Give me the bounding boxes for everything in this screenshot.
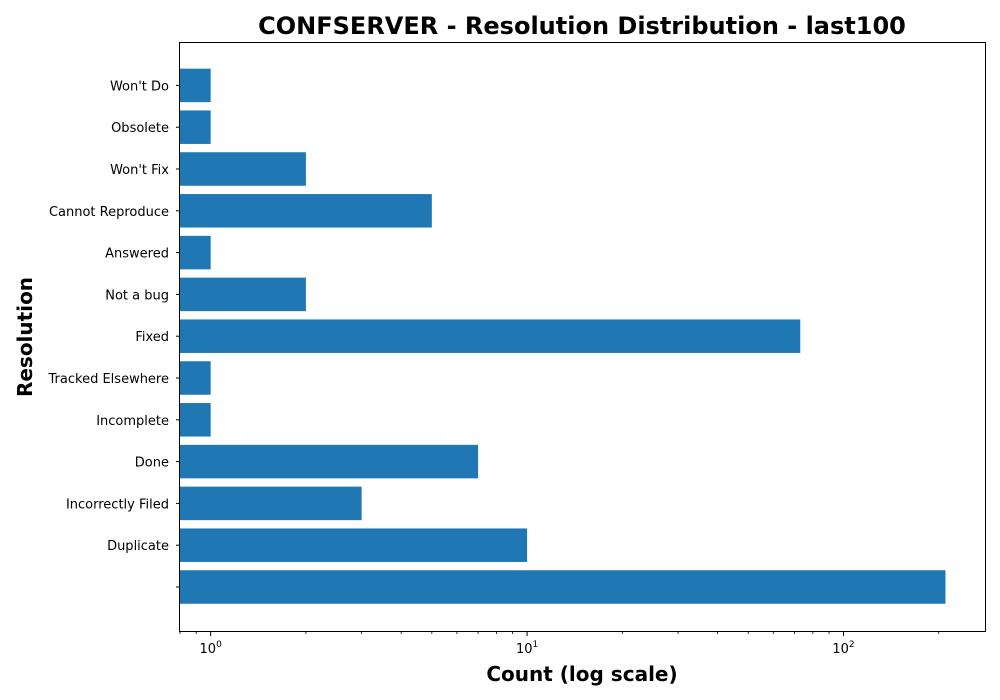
chart-title: CONFSERVER - Resolution Distribution - l… bbox=[258, 12, 906, 40]
y-tick-label: Tracked Elsewhere bbox=[48, 372, 169, 387]
bar bbox=[180, 152, 306, 186]
x-tick-label: 101 bbox=[516, 640, 538, 657]
bar bbox=[180, 528, 528, 562]
bar bbox=[180, 319, 801, 353]
x-tick-label: 102 bbox=[832, 640, 854, 657]
bar bbox=[180, 68, 211, 103]
y-ticks-layer: Duplicate Incorrectly Filed Done Incomplete… bbox=[48, 79, 180, 588]
y-tick-label: Done bbox=[135, 456, 169, 471]
y-axis-label: Resolution bbox=[13, 277, 37, 397]
bar bbox=[180, 444, 479, 479]
y-tick-label: Fixed bbox=[135, 330, 169, 345]
y-tick-label: Won't Fix bbox=[110, 163, 169, 178]
y-tick-label: Incorrectly Filed bbox=[66, 497, 169, 512]
bar bbox=[180, 403, 211, 437]
y-tick-label: Duplicate bbox=[107, 539, 169, 554]
x-axis-label: Count (log scale) bbox=[486, 662, 677, 686]
y-tick-label: Answered bbox=[105, 247, 169, 262]
y-tick-label: Incomplete bbox=[96, 414, 169, 429]
bar bbox=[180, 110, 211, 144]
y-tick-label: Not a bug bbox=[105, 288, 169, 303]
bar bbox=[180, 194, 432, 228]
bar bbox=[180, 570, 946, 604]
bar bbox=[180, 486, 362, 521]
bar bbox=[180, 361, 211, 395]
bars-layer bbox=[180, 68, 946, 604]
y-tick-label: Cannot Reproduce bbox=[49, 205, 169, 220]
plot-frame bbox=[179, 42, 986, 632]
bar bbox=[180, 235, 211, 270]
x-ticks-layer: 100 101 102 bbox=[179, 631, 940, 657]
y-tick-label: Won't Do bbox=[110, 79, 169, 94]
y-tick-label: Obsolete bbox=[111, 121, 169, 136]
bar bbox=[180, 277, 306, 312]
x-tick-label: 100 bbox=[200, 640, 223, 657]
